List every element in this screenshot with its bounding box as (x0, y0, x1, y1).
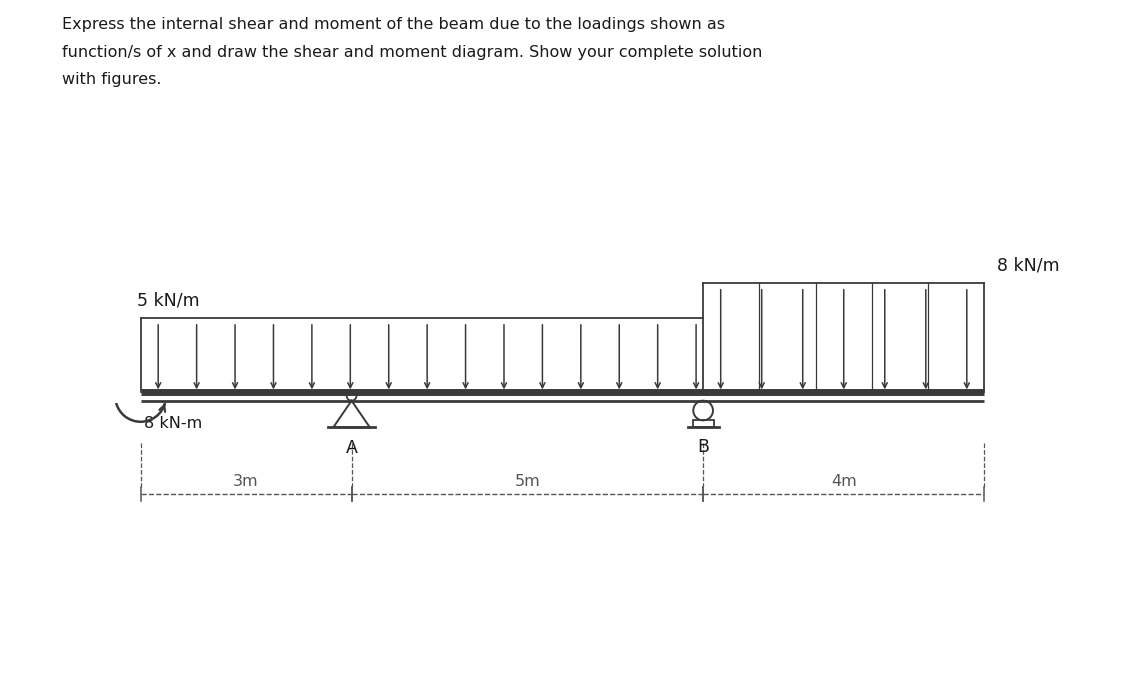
Text: 8 kN-m: 8 kN-m (144, 416, 202, 431)
Text: A: A (345, 438, 358, 457)
Text: 4m: 4m (831, 474, 856, 489)
Bar (693, 420, 713, 427)
Text: Express the internal shear and moment of the beam due to the loadings shown as: Express the internal shear and moment of… (62, 17, 724, 32)
Text: B: B (698, 438, 709, 456)
Text: 3m: 3m (233, 474, 259, 489)
Text: 8 kN/m: 8 kN/m (997, 257, 1060, 275)
Text: 5m: 5m (514, 474, 540, 489)
Text: function/s of x and draw the shear and moment diagram. Show your complete soluti: function/s of x and draw the shear and m… (62, 45, 763, 60)
Text: 5 kN/m: 5 kN/m (137, 292, 200, 310)
Text: with figures.: with figures. (62, 72, 161, 87)
